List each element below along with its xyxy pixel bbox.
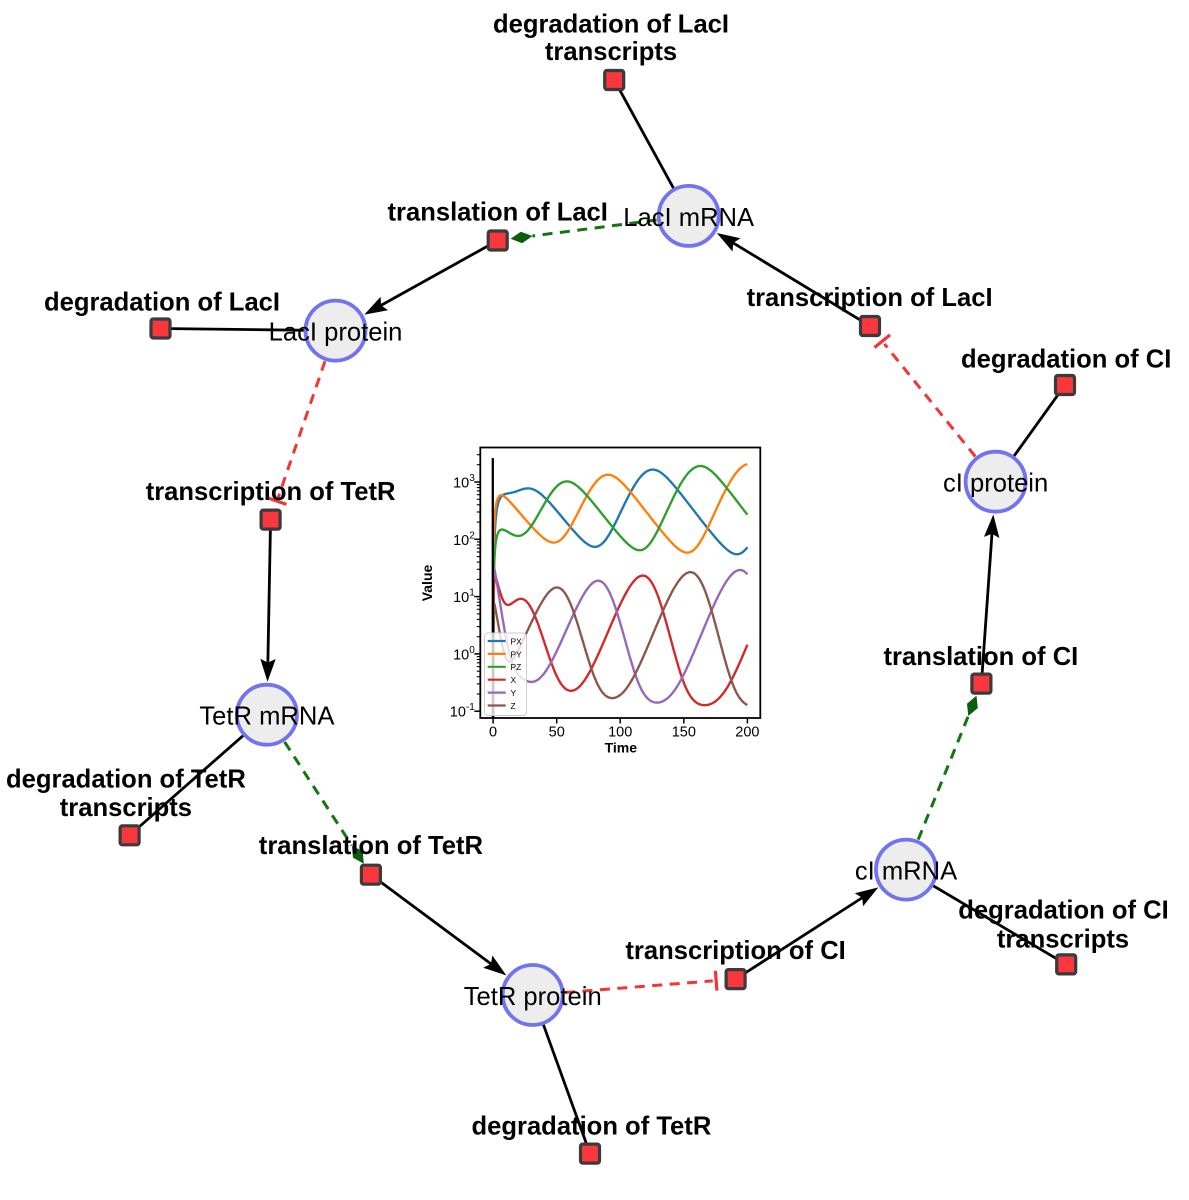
svg-text:150: 150 (672, 725, 696, 741)
svg-text:TetR protein: TetR protein (464, 983, 602, 1011)
svg-text:Z: Z (511, 701, 516, 711)
svg-text:degradation of TetR: degradation of TetR (471, 1112, 711, 1140)
svg-text:translation of LacI: translation of LacI (387, 199, 607, 227)
svg-text:100: 100 (608, 725, 632, 741)
svg-text:degradation of TetR: degradation of TetR (6, 766, 246, 794)
svg-text:0: 0 (489, 725, 497, 741)
svg-text:PX: PX (511, 636, 523, 646)
svg-text:TetR mRNA: TetR mRNA (199, 703, 335, 731)
svg-text:50: 50 (549, 725, 565, 741)
svg-text:cI protein: cI protein (943, 470, 1048, 498)
svg-text:PY: PY (511, 649, 523, 659)
svg-text:transcription of TetR: transcription of TetR (146, 478, 396, 506)
svg-text:degradation of LacI: degradation of LacI (44, 288, 280, 316)
svg-text:translation of TetR: translation of TetR (259, 832, 483, 860)
svg-text:X: X (511, 675, 517, 685)
svg-text:degradation of CI: degradation of CI (961, 346, 1171, 374)
svg-text:transcription of CI: transcription of CI (625, 937, 845, 965)
svg-text:translation of CI: translation of CI (883, 643, 1078, 671)
svg-text:degradation of LacI: degradation of LacI (493, 10, 729, 38)
svg-text:Value: Value (419, 565, 435, 602)
svg-text:transcripts: transcripts (60, 794, 192, 822)
svg-text:Time: Time (605, 740, 638, 756)
svg-text:transcripts: transcripts (545, 38, 677, 66)
svg-text:LacI mRNA: LacI mRNA (623, 204, 755, 232)
svg-text:cI mRNA: cI mRNA (855, 858, 958, 886)
svg-text:200: 200 (735, 725, 759, 741)
svg-text:transcripts: transcripts (997, 926, 1129, 954)
svg-text:PZ: PZ (511, 662, 522, 672)
svg-text:Y: Y (511, 688, 517, 698)
svg-text:LacI protein: LacI protein (269, 319, 403, 347)
svg-text:transcription of LacI: transcription of LacI (747, 284, 993, 312)
svg-text:degradation of CI: degradation of CI (958, 896, 1168, 924)
